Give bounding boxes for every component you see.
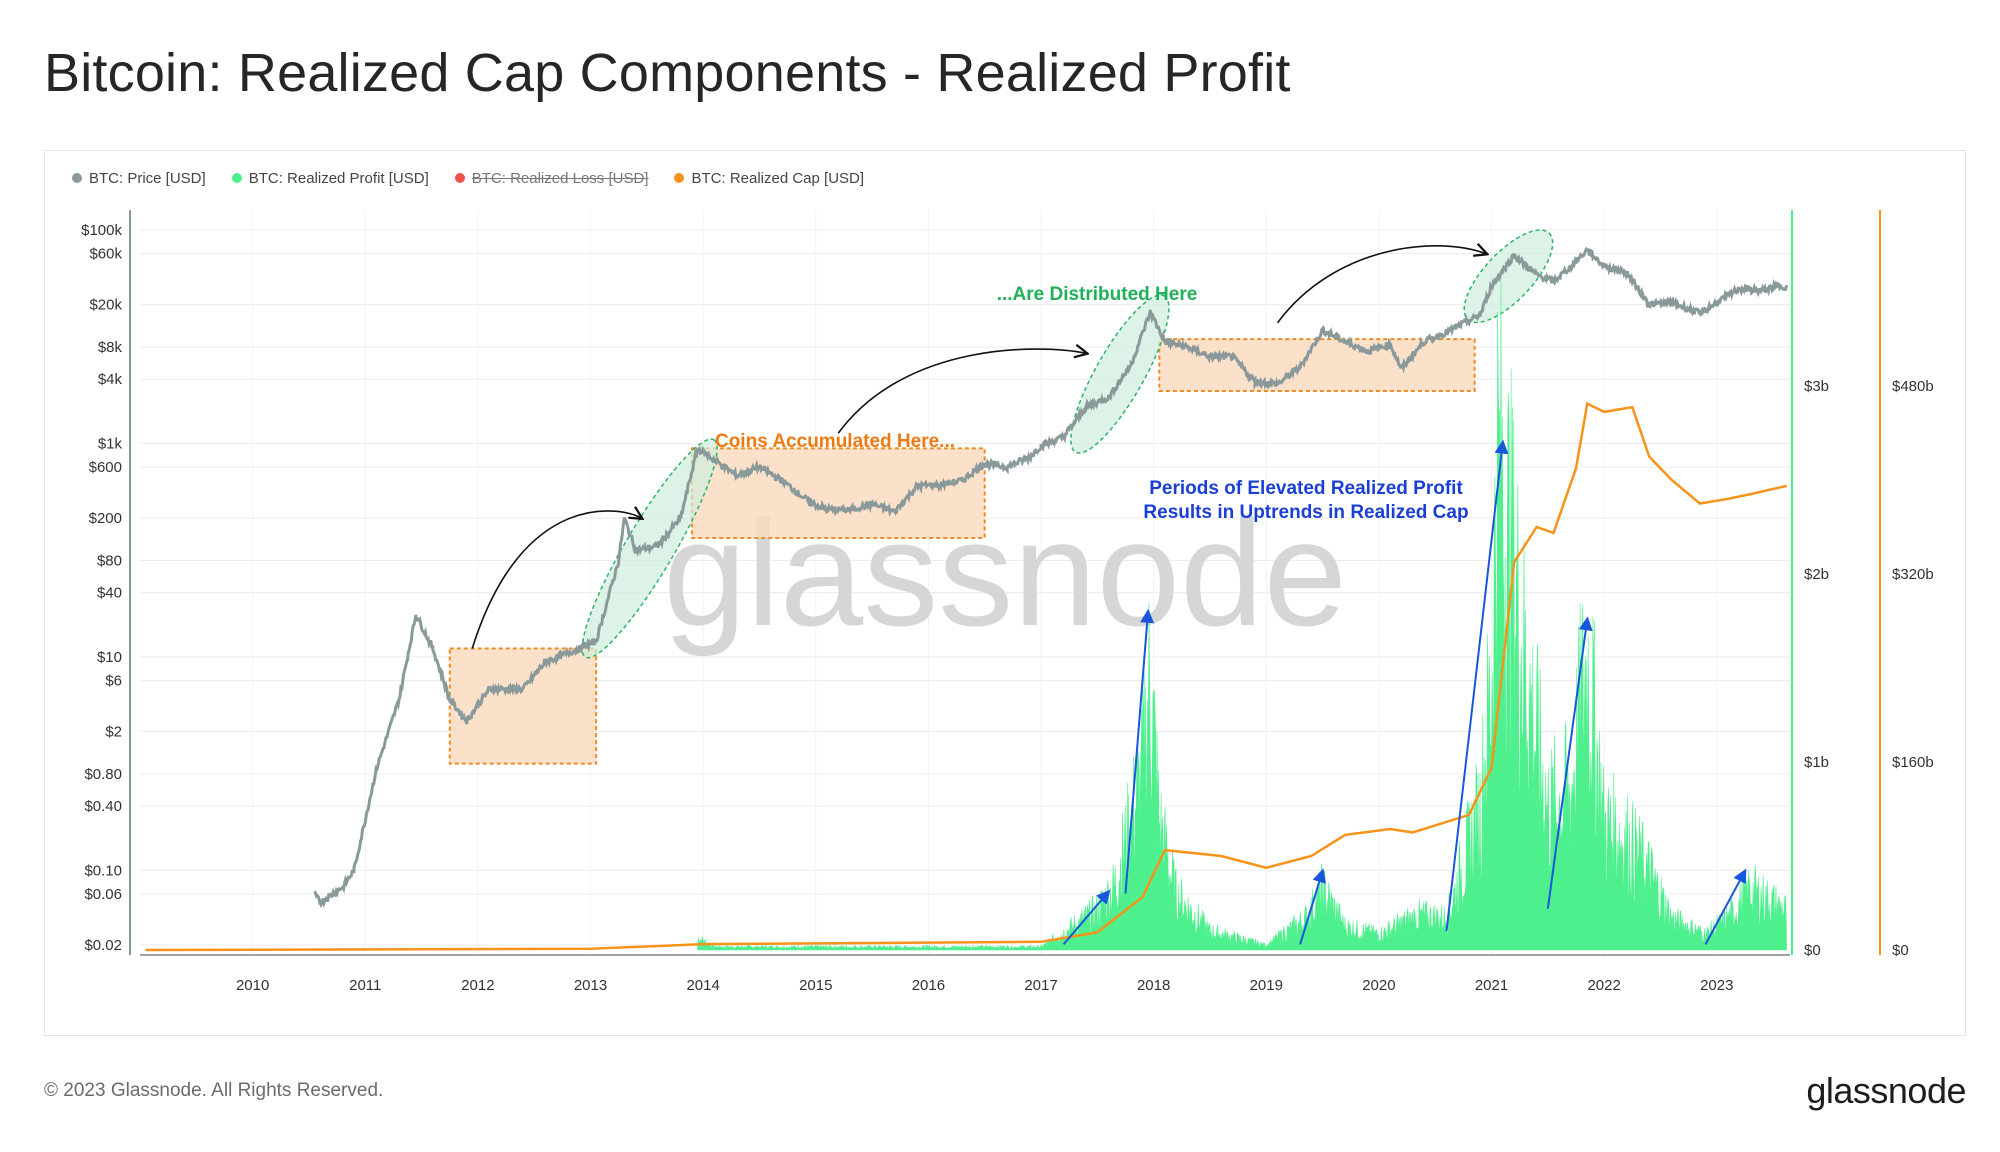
y-left-tick-label: $8k (98, 339, 123, 356)
x-tick-label: 2011 (349, 977, 381, 994)
realized-cap-line (145, 401, 1787, 952)
y-left-tick-label: $0.06 (84, 886, 122, 903)
y-left-tick-label: $4k (98, 371, 123, 388)
price-line (313, 246, 1789, 909)
y-left-tick-label: $10 (97, 649, 122, 666)
price-series (313, 246, 1789, 909)
chart-plot: glassnode $100k$60k$20k$8k$4k$1k$600$200… (81, 210, 1934, 994)
y-right-cap-tick-label: $320b (1892, 566, 1934, 583)
y-left-tick-label: $600 (89, 459, 122, 476)
legend-label-realized-loss: BTC: Realized Loss [USD] (471, 169, 649, 187)
annotation-text: Coins Accumulated Here... ...Are Distribu… (715, 284, 1469, 523)
y-left-tick-label: $200 (89, 510, 122, 527)
realized-profit-area (697, 276, 1787, 951)
uptrend-arrow (1124, 608, 1155, 894)
x-tick-label: 2015 (799, 977, 832, 994)
y-left-tick-label: $20k (89, 297, 122, 314)
axes: $100k $60k $20k $8k $4k $1k $600 $200 $80 $40 $10 $… (81, 210, 1934, 994)
uptrend-arrow (1062, 889, 1111, 946)
x-tick-label: 2016 (912, 977, 945, 994)
legend-item-realized-profit[interactable]: BTC: Realized Profit [USD] (231, 169, 429, 187)
legend-dot-realized-loss (454, 173, 465, 183)
y-left-tick-label: $0.80 (84, 766, 122, 783)
y-left-tick-label: $80 (97, 553, 122, 570)
uptrend-arrow (1546, 616, 1593, 909)
flow-arrow (471, 511, 641, 649)
accumulation-box (690, 447, 986, 540)
legend-dot-realized-profit (231, 173, 242, 183)
x-tick-label: 2022 (1587, 977, 1620, 994)
y-left-tick-label: $60k (89, 246, 122, 263)
flow-arrow (837, 349, 1086, 434)
y-right-profit-tick-label: $2b (1804, 566, 1829, 583)
legend-item-realized-loss[interactable]: BTC: Realized Loss [USD] (454, 169, 649, 187)
y-left-tick-label: $6 (105, 673, 122, 690)
chart-legend: BTC: Price [USD] BTC: Realized Profit [U… (72, 168, 864, 188)
y-left-tick-label: $2 (105, 724, 122, 741)
annotation-distributed: ...Are Distributed Here (997, 284, 1198, 305)
legend-label-realized-cap: BTC: Realized Cap [USD] (691, 169, 865, 187)
y-left-tick-label: $0.40 (84, 798, 122, 815)
legend-dot-realized-cap (674, 173, 685, 183)
y-right-cap-tick-label: $0 (1892, 942, 1909, 959)
x-tick-label: 2019 (1250, 977, 1283, 994)
legend-label-realized-profit: BTC: Realized Profit [USD] (248, 169, 429, 187)
y-left-tick-label: $40 (97, 585, 122, 602)
x-tick-label: 2012 (461, 977, 494, 994)
profit-series (697, 276, 1787, 951)
legend-item-realized-cap[interactable]: BTC: Realized Cap [USD] (674, 170, 864, 187)
annotation-arrows (471, 246, 1747, 946)
uptrend-arrow (1704, 868, 1747, 945)
y-left-tick-label: $100k (81, 222, 122, 239)
annotation-elevated-line1: Periods of Elevated Realized Profit (1149, 478, 1463, 499)
uptrend-arrow (1445, 439, 1509, 932)
y-right-profit-tick-label: $0 (1804, 942, 1821, 959)
x-tick-label: 2020 (1362, 977, 1395, 994)
glassnode-logo[interactable]: glassnode (1806, 1070, 1966, 1111)
x-tick-label: 2010 (236, 977, 269, 994)
y-right-cap-tick-label: $480b (1892, 378, 1934, 395)
legend-item-price[interactable]: BTC: Price [USD] (72, 170, 206, 187)
annotation-elevated-line2: Results in Uptrends in Realized Cap (1143, 502, 1468, 523)
copyright-text: © 2023 Glassnode. All Rights Reserved. (44, 1080, 384, 1101)
x-tick-label: 2017 (1024, 977, 1057, 994)
realized-cap-series (145, 401, 1787, 952)
flow-arrow (1276, 246, 1486, 324)
x-tick-label: 2023 (1700, 977, 1733, 994)
legend-label-price: BTC: Price [USD] (89, 169, 206, 187)
y-right-profit-tick-label: $1b (1804, 754, 1829, 771)
accumulation-box (1158, 338, 1476, 393)
y-right-cap-tick-label: $160b (1892, 754, 1934, 771)
x-tick-label: 2013 (574, 977, 607, 994)
annotation-accumulated: Coins Accumulated Here... (715, 431, 955, 452)
distribution-ellipse (1070, 294, 1170, 454)
y-right-profit-tick-label: $3b (1804, 378, 1829, 395)
y-left-tick-label: $0.10 (84, 862, 122, 879)
x-tick-label: 2018 (1137, 977, 1170, 994)
uptrend-arrow (1299, 868, 1326, 945)
page-title: Bitcoin: Realized Cap Components - Reali… (44, 43, 1291, 103)
accumulation-box (448, 647, 598, 765)
y-left-tick-label: $0.02 (84, 937, 122, 954)
legend-dot-price (72, 173, 82, 183)
x-tick-label: 2021 (1475, 977, 1508, 994)
x-tick-label: 2014 (686, 977, 719, 994)
y-left-tick-label: $1k (98, 435, 123, 452)
